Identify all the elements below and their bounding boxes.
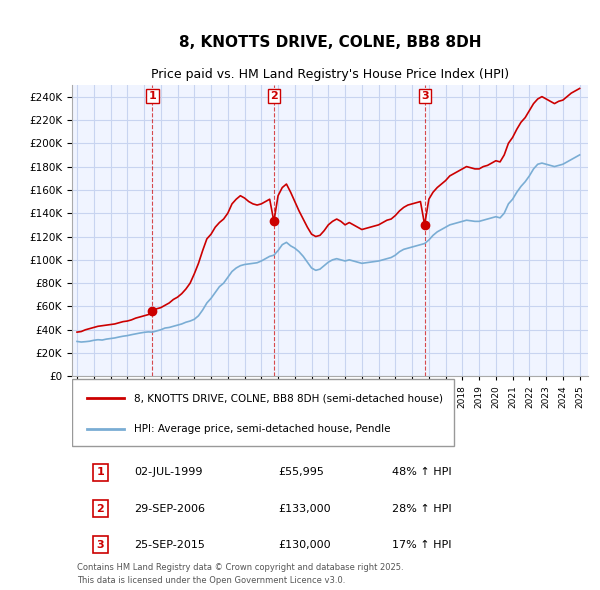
Text: 2: 2 — [270, 91, 278, 101]
Text: 02-JUL-1999: 02-JUL-1999 — [134, 467, 202, 477]
Text: 2: 2 — [97, 504, 104, 513]
Text: £133,000: £133,000 — [278, 504, 331, 513]
Text: 1: 1 — [97, 467, 104, 477]
Text: £130,000: £130,000 — [278, 540, 331, 550]
Text: 28% ↑ HPI: 28% ↑ HPI — [392, 504, 452, 513]
Text: 29-SEP-2006: 29-SEP-2006 — [134, 504, 205, 513]
Text: £55,995: £55,995 — [278, 467, 324, 477]
Text: 25-SEP-2015: 25-SEP-2015 — [134, 540, 205, 550]
Text: 3: 3 — [421, 91, 428, 101]
Text: 48% ↑ HPI: 48% ↑ HPI — [392, 467, 452, 477]
Text: Contains HM Land Registry data © Crown copyright and database right 2025.: Contains HM Land Registry data © Crown c… — [77, 563, 404, 572]
Text: 8, KNOTTS DRIVE, COLNE, BB8 8DH: 8, KNOTTS DRIVE, COLNE, BB8 8DH — [179, 35, 481, 50]
Text: 8, KNOTTS DRIVE, COLNE, BB8 8DH (semi-detached house): 8, KNOTTS DRIVE, COLNE, BB8 8DH (semi-de… — [134, 394, 443, 404]
Text: This data is licensed under the Open Government Licence v3.0.: This data is licensed under the Open Gov… — [77, 576, 346, 585]
Text: 17% ↑ HPI: 17% ↑ HPI — [392, 540, 451, 550]
Text: Price paid vs. HM Land Registry's House Price Index (HPI): Price paid vs. HM Land Registry's House … — [151, 68, 509, 81]
Text: 1: 1 — [149, 91, 156, 101]
Text: HPI: Average price, semi-detached house, Pendle: HPI: Average price, semi-detached house,… — [134, 424, 391, 434]
FancyBboxPatch shape — [72, 379, 454, 447]
Text: 3: 3 — [97, 540, 104, 550]
